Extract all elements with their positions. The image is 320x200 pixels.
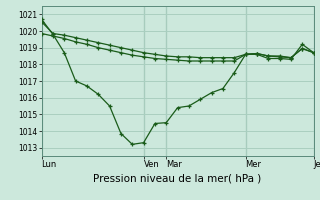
X-axis label: Pression niveau de la mer( hPa ): Pression niveau de la mer( hPa ) [93,173,262,183]
